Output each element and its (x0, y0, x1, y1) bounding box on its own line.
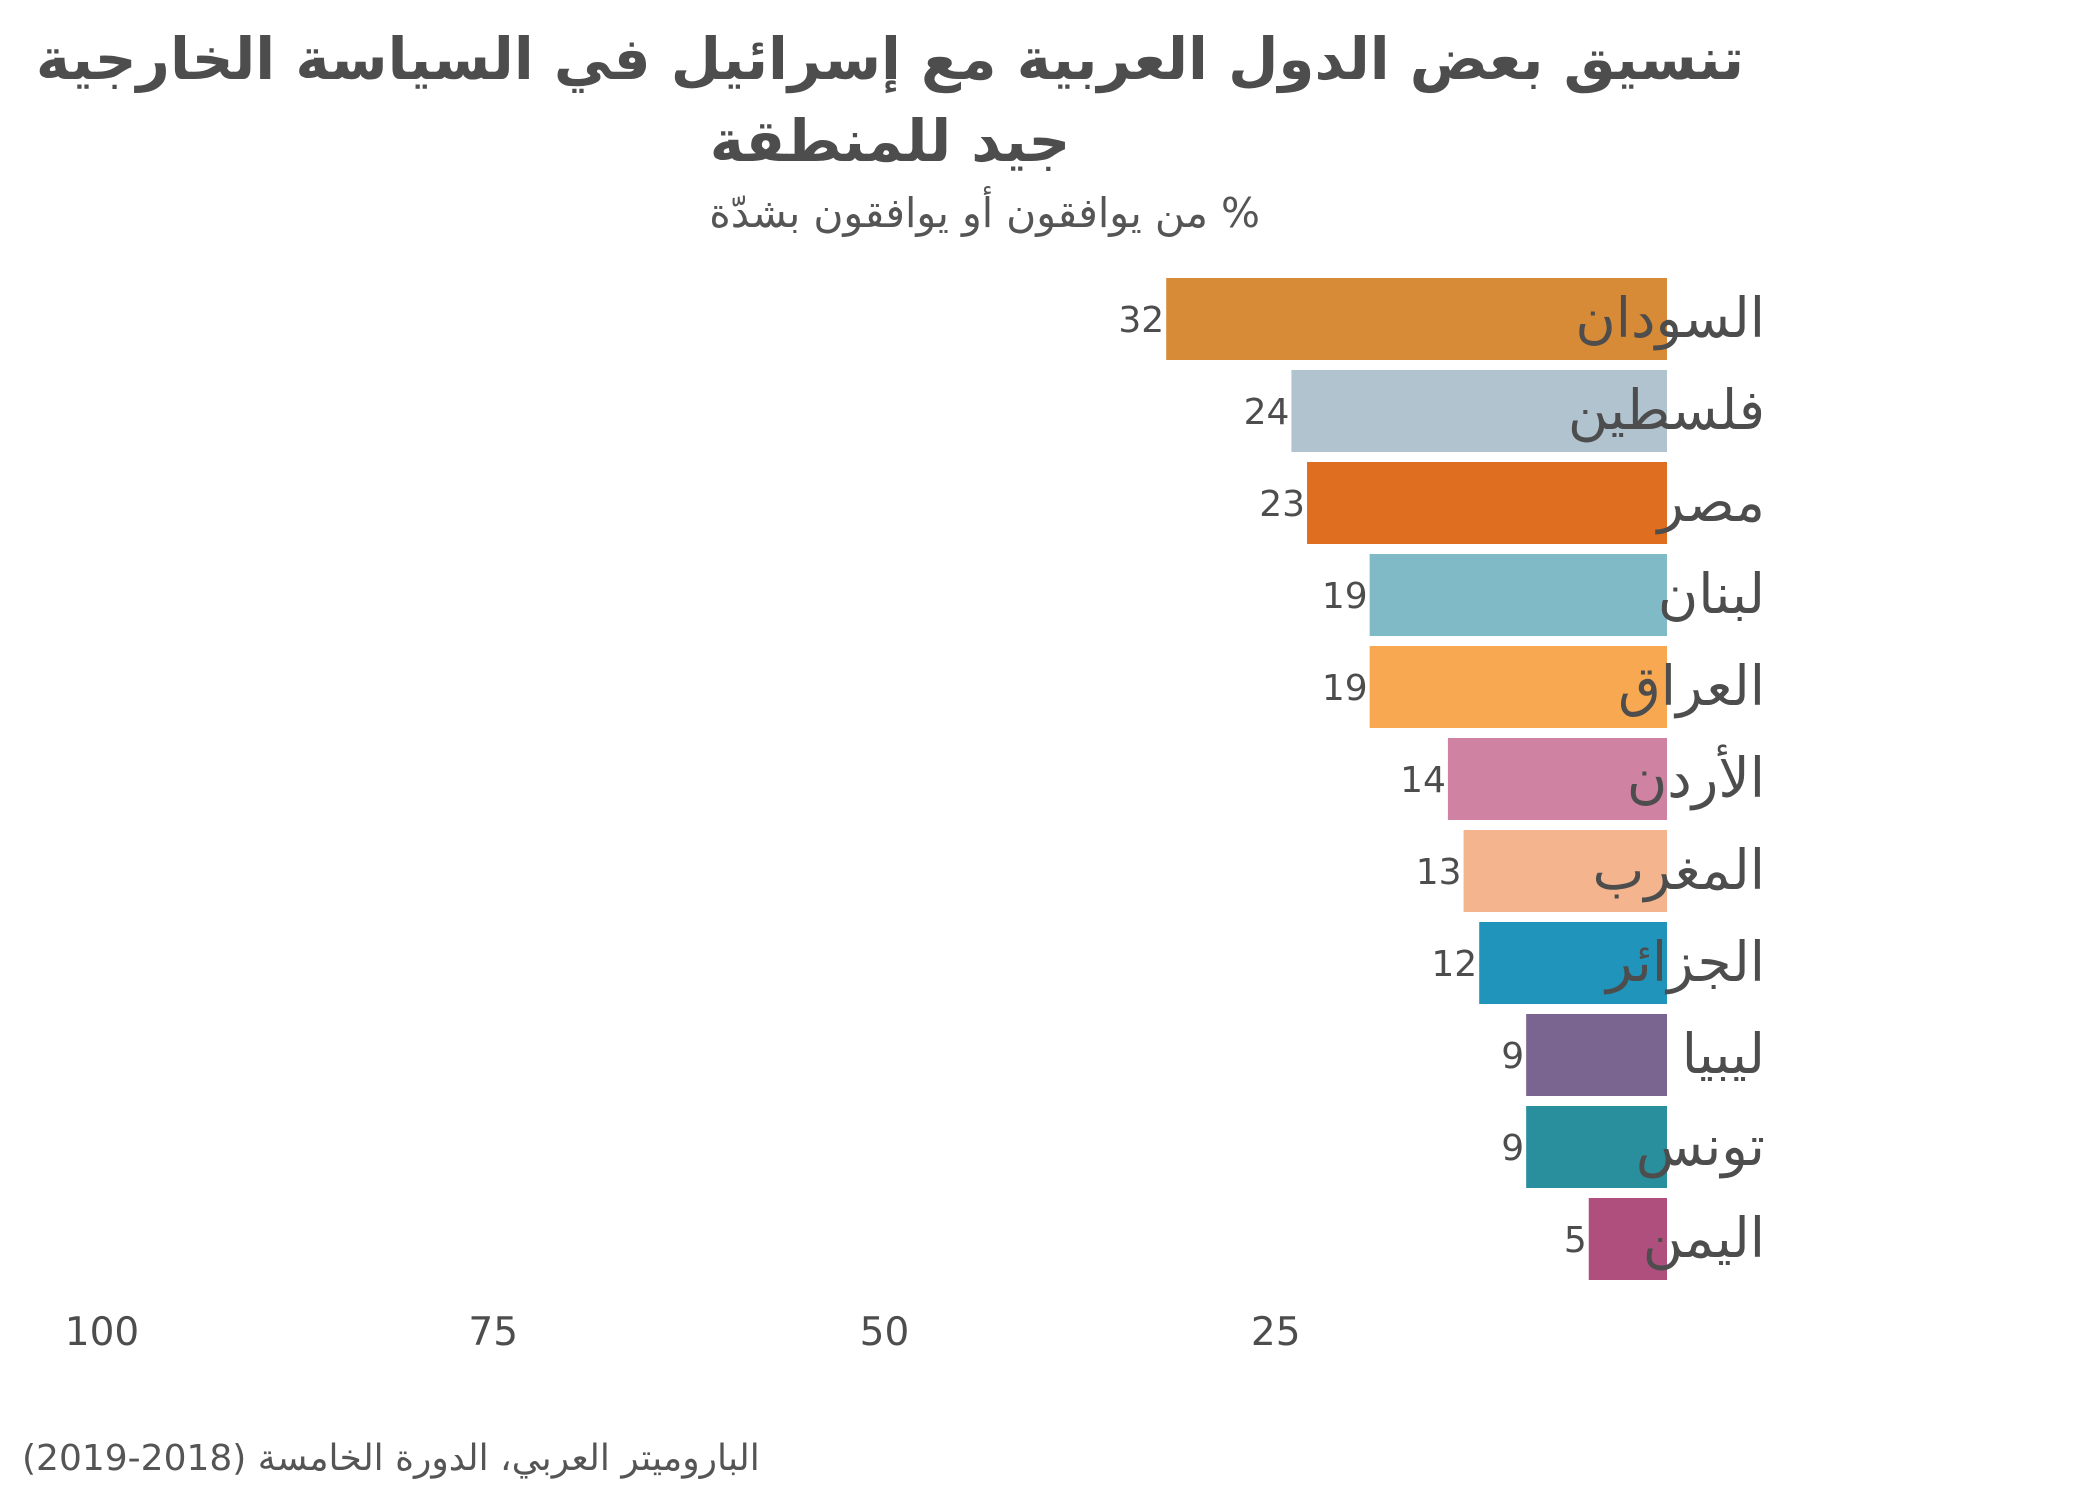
x-tick-label-0: 100 (65, 1310, 139, 1355)
bar-10 (1588, 1198, 1667, 1280)
value-label-4: 19 (1322, 668, 1368, 709)
category-label-4: العراق (1618, 654, 1765, 718)
category-label-9: تونس (1636, 1114, 1765, 1179)
value-label-8: 9 (1501, 1036, 1524, 1077)
x-tick-label-1: 75 (468, 1310, 518, 1355)
bar-0 (1166, 278, 1667, 360)
category-label-3: لبنان (1658, 562, 1765, 626)
bar-4 (1369, 646, 1667, 728)
category-label-10: اليمن (1643, 1206, 1765, 1270)
category-label-6: المغرب (1593, 838, 1766, 902)
x-axis-ticks: 100 75 50 25 (65, 1310, 1301, 1355)
value-label-6: 13 (1416, 852, 1462, 893)
bars-group (1166, 278, 1667, 1280)
source-caption: الباروميتر العربي، الدورة الخامسة (2018-… (22, 1438, 760, 1479)
value-label-5: 14 (1400, 760, 1446, 801)
value-label-0: 32 (1118, 300, 1164, 341)
bar-6 (1463, 830, 1667, 912)
value-label-2: 23 (1259, 484, 1305, 525)
value-labels-group: 32 24 23 19 19 14 13 12 9 9 5 (1118, 300, 1586, 1261)
bar-2 (1307, 462, 1667, 544)
x-tick-label-3: 25 (1251, 1310, 1301, 1355)
value-label-9: 9 (1501, 1128, 1524, 1169)
value-label-3: 19 (1322, 576, 1368, 617)
bar-7 (1479, 922, 1667, 1004)
chart-subtitle: % من يوافقون أو يوافقون بشدّة (709, 189, 1260, 237)
chart-title: تنسيق بعض الدول العربية مع إسرائيل في ال… (35, 25, 1745, 175)
category-label-7: الجزائر (1603, 930, 1765, 994)
bar-1 (1291, 370, 1667, 452)
category-label-8: ليبيا (1682, 1022, 1765, 1086)
category-label-1: فلسطين (1568, 378, 1765, 442)
value-label-1: 24 (1244, 392, 1290, 433)
category-label-0: السودان (1575, 286, 1765, 350)
bar-8 (1526, 1014, 1667, 1096)
category-label-2: مصر (1654, 470, 1765, 534)
value-label-10: 5 (1564, 1220, 1587, 1261)
value-label-7: 12 (1431, 944, 1477, 985)
x-tick-label-2: 50 (860, 1310, 910, 1355)
category-label-5: الأردن (1627, 744, 1765, 810)
category-labels-group: السودان فلسطين مصر لبنان العراق الأردن المغرب ا… (1568, 286, 1765, 1270)
bar-9 (1526, 1106, 1667, 1188)
bar-3 (1369, 554, 1667, 636)
bar-5 (1447, 738, 1667, 820)
